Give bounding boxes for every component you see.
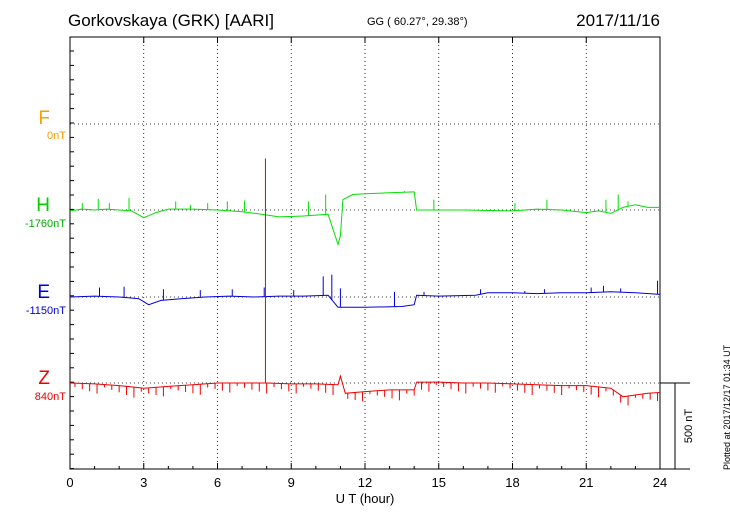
x-axis: 0 3 6 9 12 15 18 21 24 — [66, 37, 667, 490]
x-tick-label-9: 9 — [288, 475, 295, 490]
grid-lines — [70, 37, 660, 469]
x-axis-label: U T (hour) — [336, 491, 395, 506]
x-tick-label-24: 24 — [653, 475, 667, 490]
component-f-label: F — [38, 108, 50, 129]
x-tick-label-12: 12 — [358, 475, 372, 490]
trace-h — [69, 191, 660, 247]
component-z-label: Z — [38, 368, 50, 389]
plot-date: 2017/11/16 — [576, 11, 660, 30]
x-tick-label-18: 18 — [505, 475, 519, 490]
trace-e — [69, 291, 661, 308]
component-e-baseline: -1150nT — [25, 305, 66, 317]
station-title: Gorkovskaya (GRK) [AARI] — [68, 11, 274, 30]
component-h-label: H — [36, 195, 50, 216]
component-h-baseline: -1760nT — [25, 218, 66, 230]
x-tick-label-0: 0 — [66, 475, 73, 490]
scale-bar-label: 500 nT — [683, 409, 695, 444]
x-tick-label-6: 6 — [214, 475, 221, 490]
component-f-baseline: 0nT — [47, 130, 66, 142]
x-tick-label-21: 21 — [579, 475, 593, 490]
x-tick-label-3: 3 — [140, 475, 147, 490]
x-tick-label-15: 15 — [432, 475, 446, 490]
station-coordinates: GG ( 60.27°, 29.38°) — [367, 16, 468, 28]
traces — [69, 158, 661, 406]
component-e-label: E — [37, 282, 50, 303]
component-z-baseline: 840nT — [34, 391, 66, 403]
scale-bar: 500 nT — [660, 382, 695, 470]
